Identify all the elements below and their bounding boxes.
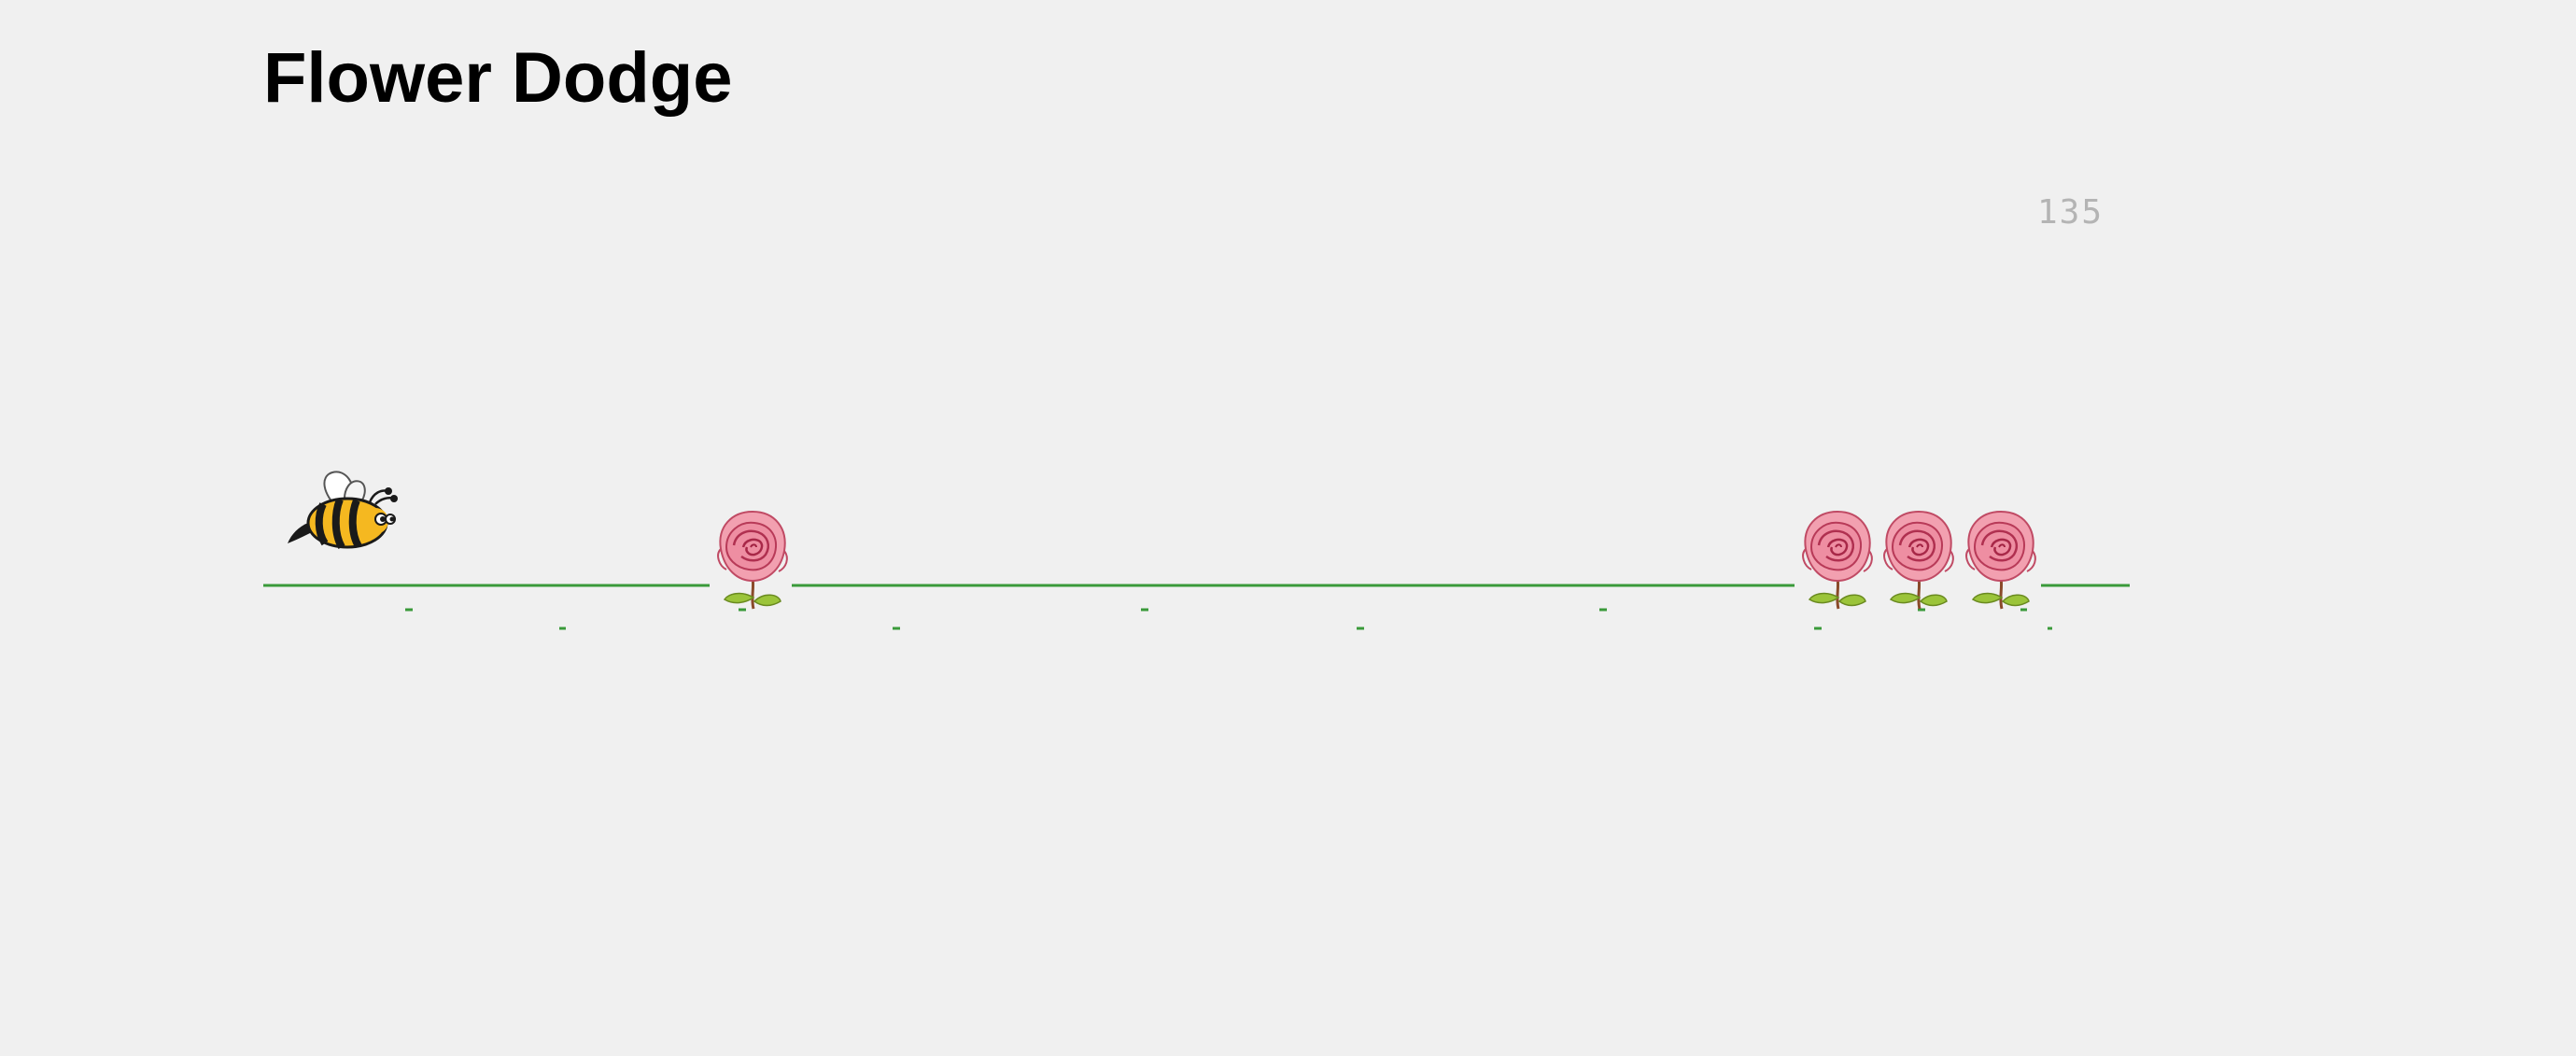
score-counter: 135 bbox=[2037, 193, 2104, 232]
rose-icon bbox=[1964, 510, 2037, 611]
ground-specks bbox=[405, 608, 2052, 630]
rose-icon bbox=[1801, 510, 1874, 611]
rose-icon bbox=[1882, 510, 1955, 611]
page-title: Flower Dodge bbox=[263, 38, 733, 118]
bee-icon bbox=[288, 471, 398, 549]
rose-icon bbox=[716, 510, 789, 611]
